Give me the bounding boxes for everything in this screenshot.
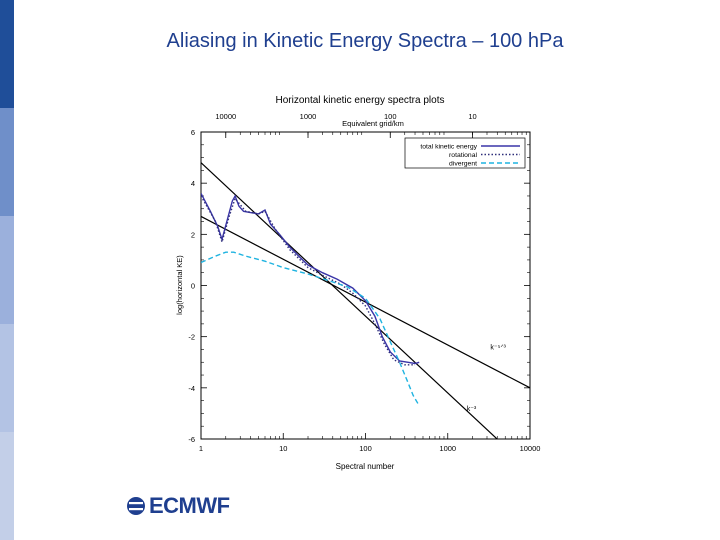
y-tick-label: -2	[188, 333, 195, 342]
top-tick-label: 100	[384, 112, 397, 121]
y-tick-label: 4	[191, 179, 195, 188]
chart-title: Horizontal kinetic energy spectra plots	[276, 95, 445, 106]
series-line	[201, 251, 420, 407]
y-tick-label: -6	[188, 435, 195, 444]
legend-label: divergent	[449, 161, 477, 168]
ecmwf-logo-icon	[127, 497, 145, 515]
top-tick-label: 1000	[300, 112, 317, 121]
top-axis-label: Equivalent grid/km	[342, 119, 404, 128]
plot-frame	[200, 131, 531, 440]
top-tick-label: 10000	[215, 112, 236, 121]
y-tick-label: 2	[191, 230, 195, 239]
legend-label: total kinetic energy	[420, 144, 477, 151]
kinetic-energy-spectra-chart: Horizontal kinetic energy spectra plots …	[160, 85, 560, 485]
x-tick-label: 1	[199, 444, 203, 453]
ecmwf-logo: ECMWF	[126, 490, 230, 522]
x-tick-label: 100	[359, 444, 372, 453]
series-line	[201, 195, 415, 366]
y-tick-label: 0	[191, 282, 195, 291]
y-tick-label: -4	[188, 384, 195, 393]
x-tick-label: 10000	[520, 444, 541, 453]
slide-title: Aliasing in Kinetic Energy Spectra – 100…	[166, 30, 564, 52]
reference-line	[201, 162, 498, 439]
reference-line-label: k⁻⁵ᐟ³	[490, 344, 506, 351]
x-tick-label: 10	[279, 444, 287, 453]
x-axis-label: Spectral number	[336, 462, 395, 471]
sidebar-accent	[0, 0, 14, 540]
top-tick-label: 10	[468, 112, 476, 121]
series-line	[201, 193, 420, 365]
x-tick-label: 1000	[439, 444, 456, 453]
chart-svg: Horizontal kinetic energy spectra plots …	[175, 95, 541, 471]
legend-label: rotational	[449, 152, 477, 159]
y-tick-label: 6	[191, 128, 195, 137]
reference-line-label: k⁻³	[467, 406, 477, 413]
y-axis-label: log(horizontal KE)	[175, 255, 184, 315]
logo-text: ECMWF	[149, 493, 230, 518]
